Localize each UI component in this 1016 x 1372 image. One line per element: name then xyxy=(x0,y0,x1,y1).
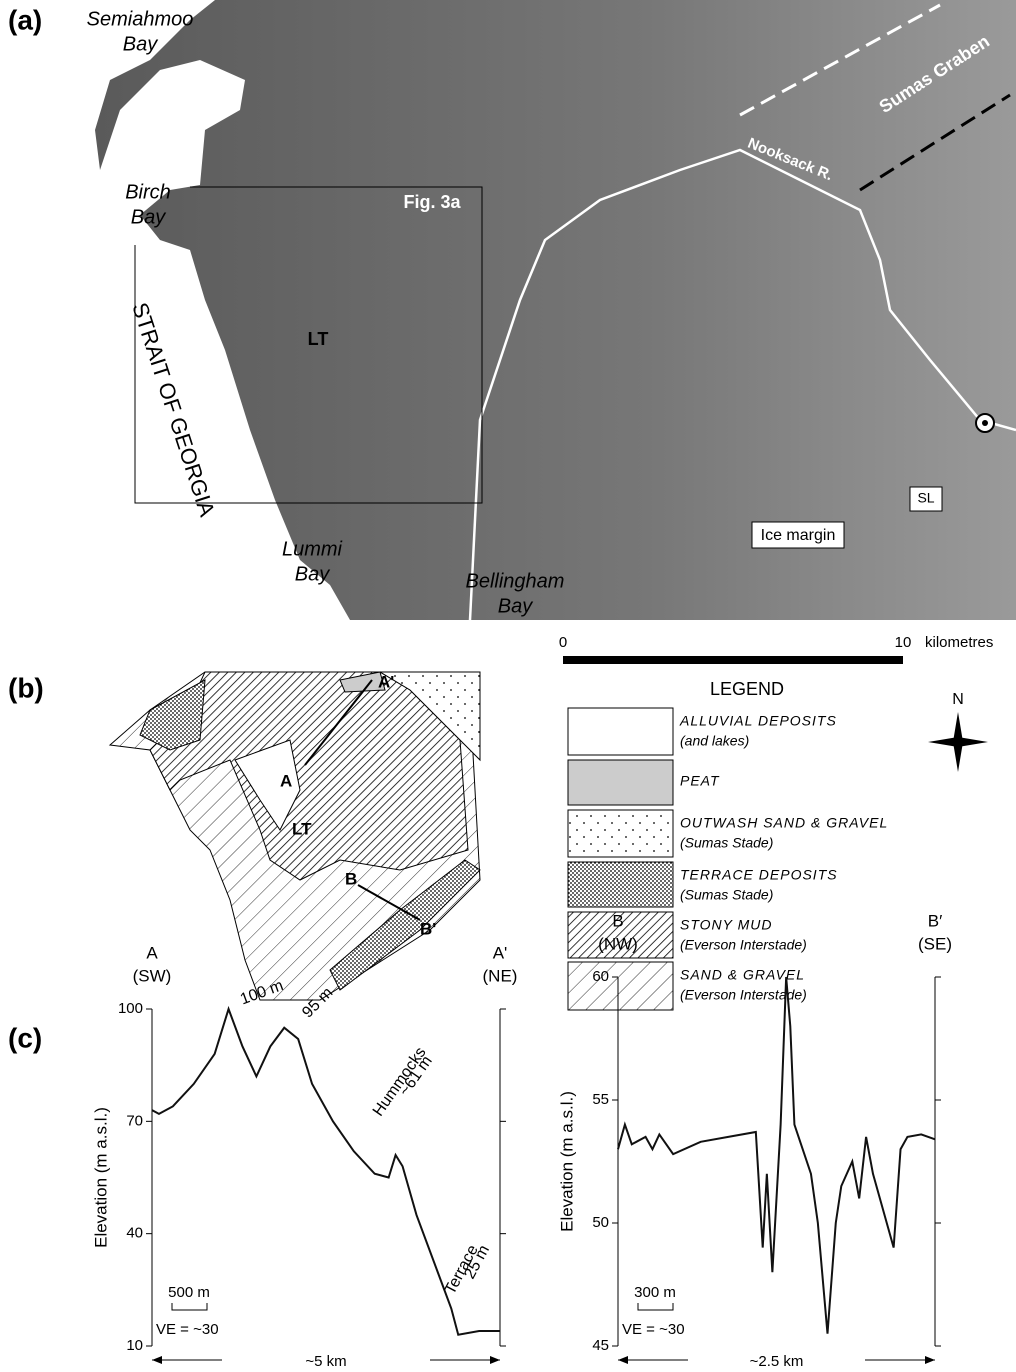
distance-label: ~5 km xyxy=(305,1353,346,1370)
place: Fig. 3a xyxy=(403,192,461,212)
section-label: B' xyxy=(420,919,436,938)
legend-swatch xyxy=(568,708,673,755)
legend-title: LEGEND xyxy=(710,679,784,699)
distance-label: ~2.5 km xyxy=(750,1353,804,1370)
panel-label: (a) xyxy=(8,4,42,35)
end-label: A' xyxy=(493,943,508,962)
end-label: A xyxy=(146,943,158,962)
legend-name: ALLUVIAL DEPOSITS xyxy=(679,713,837,729)
legend-note: (Sumas Stade) xyxy=(680,887,773,903)
scale-label: 10 xyxy=(895,634,912,651)
y-label: Elevation (m a.s.l.) xyxy=(557,1091,576,1232)
north: N xyxy=(952,691,964,708)
place: Bay xyxy=(123,33,158,55)
terrace xyxy=(140,680,205,750)
north-arrow xyxy=(928,712,988,772)
place: Lummi xyxy=(282,538,343,560)
y-tick-label: 55 xyxy=(592,1091,609,1108)
y-tick-label: 45 xyxy=(592,1337,609,1354)
legend-note: (Everson Interstade) xyxy=(680,937,807,953)
legend-name: OUTWASH SAND & GRAVEL xyxy=(680,815,888,831)
scale-bracket xyxy=(172,1303,207,1310)
site-dot xyxy=(982,420,988,426)
ve-label: VE = ~30 xyxy=(622,1321,685,1338)
scale-label: kilometres xyxy=(925,634,993,651)
place: Birch xyxy=(125,181,171,203)
panel-label: (b) xyxy=(8,672,44,703)
end-label: (SW) xyxy=(133,966,172,985)
scale-label: 500 m xyxy=(168,1284,210,1301)
section-label: LT xyxy=(292,819,312,838)
y-tick-label: 10 xyxy=(126,1337,143,1354)
place: Bay xyxy=(498,595,533,617)
y-tick-label: 40 xyxy=(126,1225,143,1242)
legend-name: STONY MUD xyxy=(680,917,773,933)
place: Bay xyxy=(295,563,330,585)
place: STRAIT OF GEORGIA xyxy=(127,299,220,519)
y-tick-label: 50 xyxy=(592,1214,609,1231)
map-a xyxy=(95,0,1016,620)
y-label: Elevation (m a.s.l.) xyxy=(91,1107,110,1248)
place: Ice margin xyxy=(761,527,836,544)
legend-note: (Sumas Stade) xyxy=(680,835,773,851)
legend-swatch xyxy=(568,810,673,857)
panel-label: (c) xyxy=(8,1022,42,1053)
scale-bracket xyxy=(638,1303,673,1310)
legend-boxes xyxy=(568,708,673,1010)
scale-bar xyxy=(563,656,903,664)
end-label: B′ xyxy=(928,911,943,930)
section-label: B xyxy=(345,869,357,888)
end-label: (NW) xyxy=(598,934,638,953)
ve-label: VE = ~30 xyxy=(156,1321,219,1338)
legend-swatch xyxy=(568,862,673,907)
legend-name: PEAT xyxy=(680,773,720,789)
y-tick-label: 60 xyxy=(592,968,609,985)
place: SL xyxy=(917,490,934,506)
figure: (a) (b) (c) Semiahmoo Bay Birch Bay STRAIT OF G… xyxy=(0,0,1016,1372)
place: Bellingham xyxy=(466,570,565,592)
place: LT xyxy=(308,329,329,349)
y-tick-label: 100 xyxy=(118,1000,143,1017)
scale-bar-rect xyxy=(563,656,903,664)
place: Semiahmoo xyxy=(87,8,194,30)
legend-note: (and lakes) xyxy=(680,733,749,749)
end-label: (SE) xyxy=(918,934,952,953)
scale-label: 0 xyxy=(559,634,567,651)
place: Bay xyxy=(131,206,166,228)
section-label: A' xyxy=(378,672,394,691)
legend-name: TERRACE DEPOSITS xyxy=(680,867,838,883)
end-label: B xyxy=(612,911,623,930)
profile-line xyxy=(618,977,935,1334)
land xyxy=(95,0,1016,620)
scale-label: 300 m xyxy=(634,1284,676,1301)
end-label: (NE) xyxy=(483,966,518,985)
legend-swatch xyxy=(568,962,673,1010)
y-tick-label: 70 xyxy=(126,1112,143,1129)
legend-swatch xyxy=(568,760,673,805)
section-label: A xyxy=(280,771,292,790)
